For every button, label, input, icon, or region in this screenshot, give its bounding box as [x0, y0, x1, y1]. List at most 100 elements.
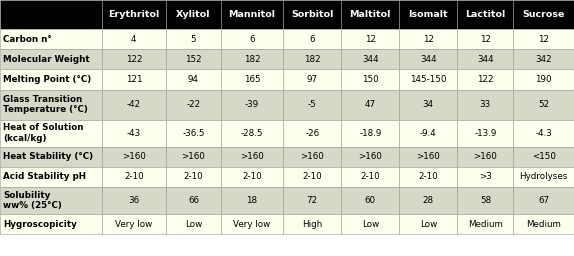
Bar	[221, 187, 283, 214]
Text: Hygroscopicity: Hygroscopicity	[3, 220, 77, 229]
Text: Very low: Very low	[234, 220, 271, 229]
Text: 2-10: 2-10	[302, 173, 322, 182]
Bar	[342, 0, 400, 29]
Bar	[166, 167, 221, 187]
Bar	[400, 214, 457, 234]
Text: Acid Stability pH: Acid Stability pH	[3, 173, 87, 182]
Bar	[221, 0, 283, 29]
Text: 12: 12	[480, 35, 491, 44]
Bar	[102, 69, 166, 90]
Bar	[514, 49, 574, 69]
Text: -39: -39	[245, 100, 259, 109]
Bar	[342, 214, 400, 234]
Bar	[102, 147, 166, 167]
Text: 6: 6	[249, 35, 255, 44]
Bar	[514, 187, 574, 214]
Bar	[400, 167, 457, 187]
Text: 52: 52	[538, 100, 549, 109]
Text: 60: 60	[364, 196, 376, 205]
Text: Heat of Solution
(kcal/kg): Heat of Solution (kcal/kg)	[3, 123, 84, 143]
Text: 2-10: 2-10	[184, 173, 203, 182]
Bar	[283, 0, 342, 29]
Bar	[221, 120, 283, 147]
Text: 67: 67	[538, 196, 549, 205]
Text: -5: -5	[308, 100, 317, 109]
Text: 4: 4	[131, 35, 137, 44]
Bar	[283, 49, 342, 69]
Bar	[166, 187, 221, 214]
Bar	[221, 214, 283, 234]
Bar	[514, 147, 574, 167]
Bar	[166, 214, 221, 234]
Bar	[166, 29, 221, 49]
Bar	[400, 0, 457, 29]
Text: Solubility
ww% (25°C): Solubility ww% (25°C)	[3, 191, 63, 210]
Bar	[514, 0, 574, 29]
Bar	[166, 49, 221, 69]
Bar	[342, 69, 400, 90]
Bar	[221, 49, 283, 69]
Text: Carbon n°: Carbon n°	[3, 35, 52, 44]
Bar	[0, 167, 102, 187]
Text: 2-10: 2-10	[418, 173, 438, 182]
Bar	[283, 120, 342, 147]
Text: Medium: Medium	[468, 220, 503, 229]
Bar	[102, 0, 166, 29]
Bar	[221, 69, 283, 90]
Text: 190: 190	[536, 75, 552, 84]
Text: 2-10: 2-10	[242, 173, 262, 182]
Text: -22: -22	[187, 100, 200, 109]
Text: 94: 94	[188, 75, 199, 84]
Text: 344: 344	[362, 55, 379, 64]
Bar	[102, 49, 166, 69]
Bar	[283, 147, 342, 167]
Bar	[342, 187, 400, 214]
Text: 33: 33	[480, 100, 491, 109]
Bar	[283, 29, 342, 49]
Text: Very low: Very low	[115, 220, 153, 229]
Bar	[342, 120, 400, 147]
Bar	[221, 29, 283, 49]
Text: -43: -43	[127, 129, 141, 138]
Bar	[221, 90, 283, 120]
Bar	[400, 90, 457, 120]
Bar	[457, 69, 514, 90]
Text: Medium: Medium	[526, 220, 561, 229]
Text: 145-150: 145-150	[410, 75, 447, 84]
Bar	[166, 147, 221, 167]
Text: 36: 36	[128, 196, 139, 205]
Text: 342: 342	[536, 55, 552, 64]
Bar	[514, 120, 574, 147]
Text: -13.9: -13.9	[474, 129, 497, 138]
Text: >160: >160	[240, 152, 264, 161]
Text: 18: 18	[246, 196, 258, 205]
Text: Glass Transition
Temperature (°C): Glass Transition Temperature (°C)	[3, 95, 88, 114]
Text: 182: 182	[244, 55, 261, 64]
Text: 6: 6	[309, 35, 315, 44]
Bar	[283, 167, 342, 187]
Bar	[514, 69, 574, 90]
Bar	[0, 187, 102, 214]
Text: -18.9: -18.9	[359, 129, 382, 138]
Text: Low: Low	[185, 220, 202, 229]
Text: Sorbitol: Sorbitol	[291, 10, 333, 19]
Text: >3: >3	[479, 173, 492, 182]
Text: Melting Point (°C): Melting Point (°C)	[3, 75, 92, 84]
Text: Maltitol: Maltitol	[350, 10, 391, 19]
Bar	[342, 29, 400, 49]
Text: >160: >160	[416, 152, 440, 161]
Text: >160: >160	[358, 152, 382, 161]
Bar	[102, 29, 166, 49]
Text: 12: 12	[423, 35, 434, 44]
Text: -28.5: -28.5	[241, 129, 263, 138]
Text: >160: >160	[474, 152, 497, 161]
Bar	[457, 29, 514, 49]
Text: >160: >160	[181, 152, 205, 161]
Text: Sucrose: Sucrose	[522, 10, 565, 19]
Bar	[457, 187, 514, 214]
Text: 165: 165	[244, 75, 261, 84]
Bar	[342, 49, 400, 69]
Bar	[283, 187, 342, 214]
Text: 122: 122	[126, 55, 142, 64]
Bar	[0, 0, 102, 29]
